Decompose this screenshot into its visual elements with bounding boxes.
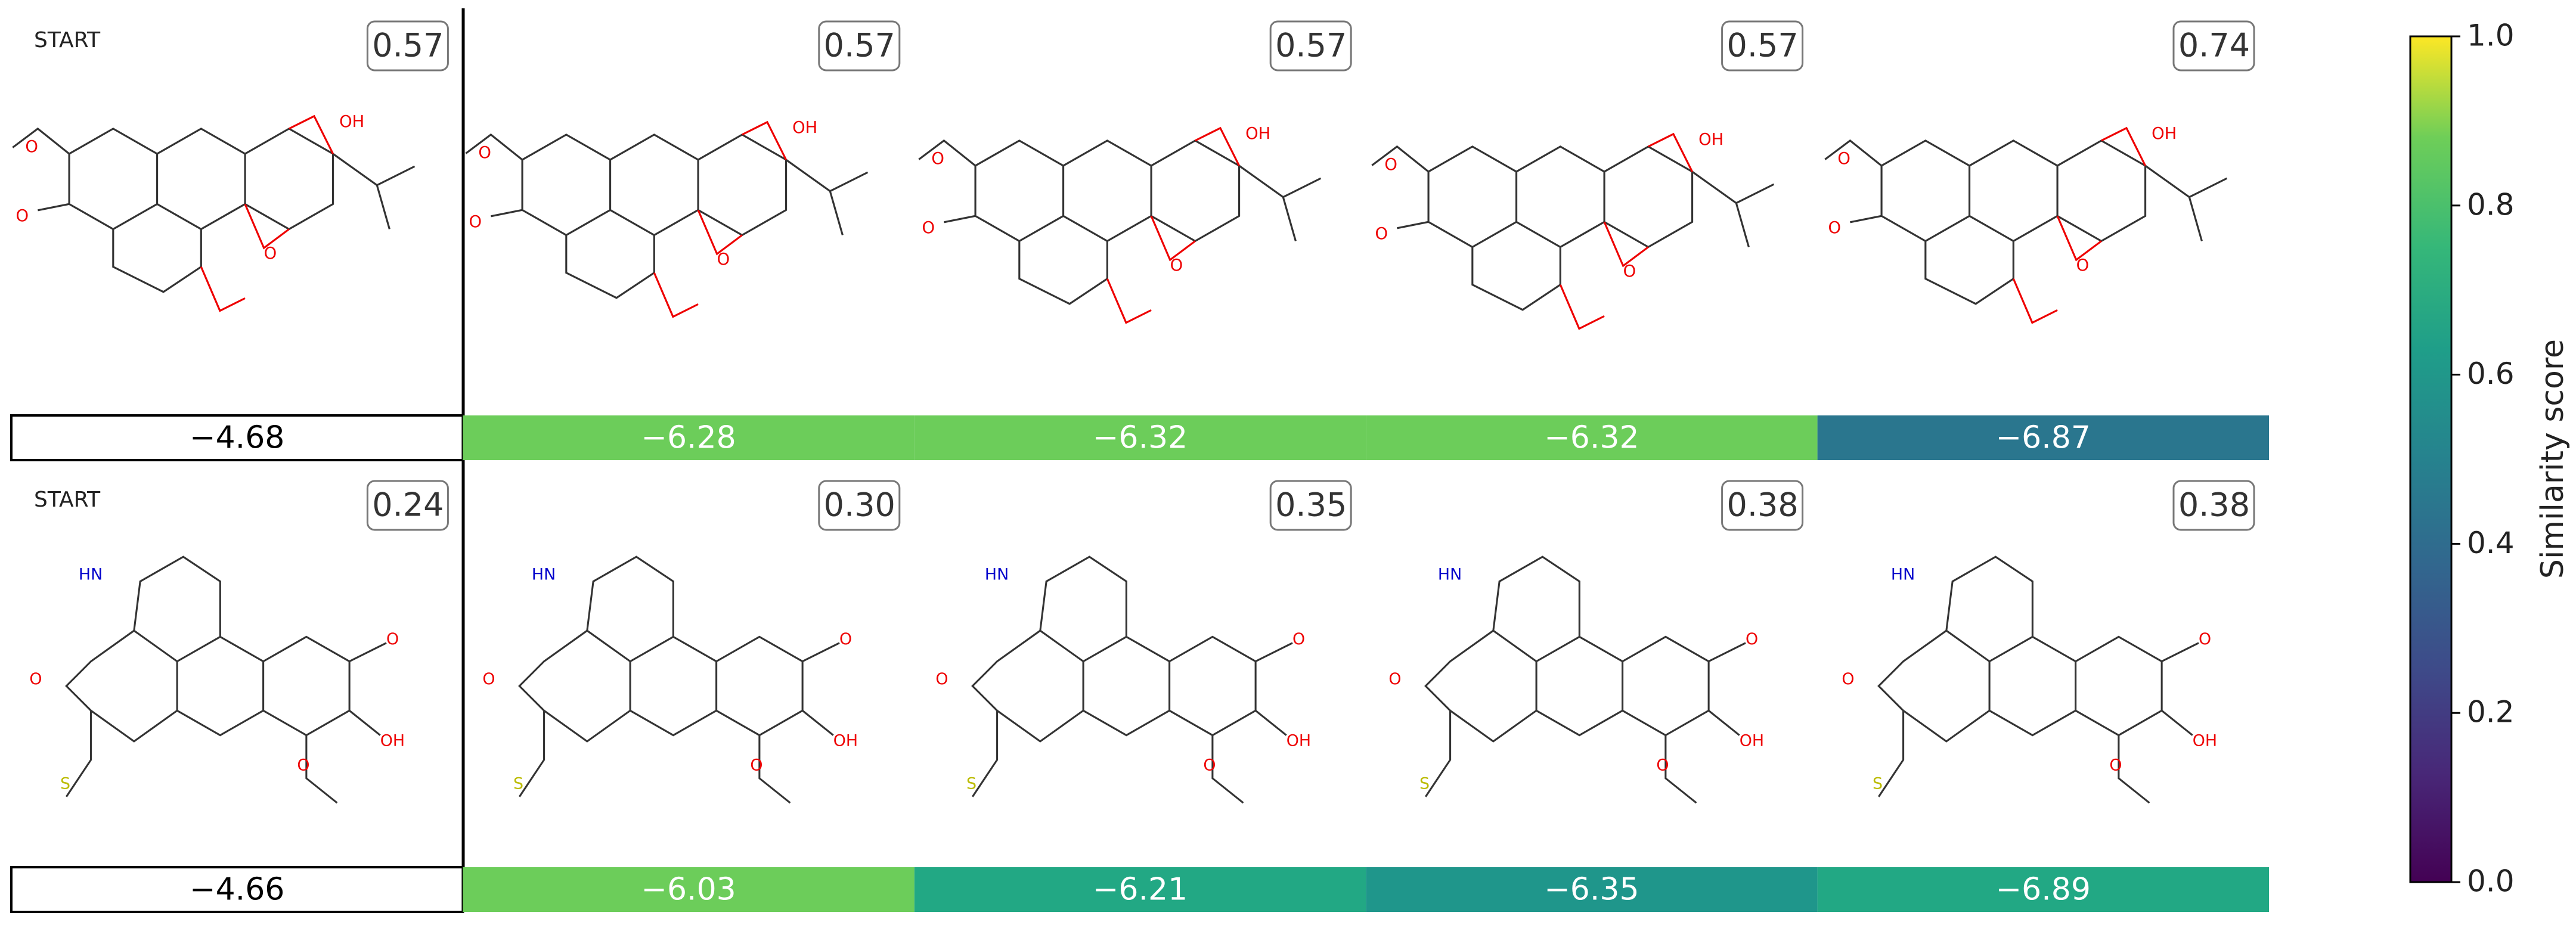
- similarity: 0.57: [372, 27, 444, 64]
- similarity-badge: [2172, 480, 2255, 531]
- score: −6.32: [1093, 420, 1188, 456]
- start-label: START: [34, 488, 101, 512]
- molecule: [1824, 123, 2228, 324]
- colorbar-tick-label: 0.2: [2467, 695, 2515, 730]
- similarity: 0.38: [1726, 486, 1798, 524]
- similarity-badge: [1269, 20, 1352, 72]
- score: −6.35: [1544, 872, 1639, 908]
- score: −4.66: [190, 872, 284, 908]
- molecule: [1371, 129, 1775, 330]
- similarity: 0.38: [2178, 486, 2250, 524]
- molecule: [1387, 555, 1765, 804]
- colorbar-label: Similarity score: [2535, 339, 2571, 579]
- score-box: [914, 415, 1366, 460]
- start-label: START: [34, 28, 101, 52]
- score: −6.21: [1093, 872, 1188, 908]
- similarity-badge: [1721, 20, 1804, 72]
- molecule: [28, 555, 406, 804]
- score: −6.89: [1996, 872, 2091, 908]
- molecule: [12, 111, 416, 312]
- score: −4.68: [190, 420, 284, 456]
- molecule: [465, 117, 869, 318]
- score-box: [10, 866, 464, 913]
- score-box: [914, 867, 1366, 912]
- colorbar-tick-label: 0.6: [2467, 356, 2515, 391]
- similarity-badge: [366, 20, 449, 72]
- molecule: [1840, 555, 2218, 804]
- colorbar-tick-label: 0.0: [2467, 864, 2515, 899]
- similarity: 0.57: [824, 27, 895, 64]
- similarity: 0.74: [2178, 27, 2250, 64]
- score: −6.03: [641, 872, 736, 908]
- score: −6.32: [1544, 420, 1639, 456]
- similarity: 0.57: [1726, 27, 1798, 64]
- molecule: [481, 555, 859, 804]
- colorbar: [2409, 35, 2453, 883]
- colorbar-tick-label: 0.8: [2467, 187, 2515, 222]
- similarity-badge: [1721, 480, 1804, 531]
- similarity: 0.30: [824, 486, 895, 524]
- molecule: [934, 555, 1312, 804]
- score-box: [1817, 415, 2269, 460]
- similarity-badge: [1269, 480, 1352, 531]
- score: −6.28: [641, 420, 736, 456]
- colorbar-tick-label: 1.0: [2467, 18, 2515, 53]
- similarity-badge: [2172, 20, 2255, 72]
- similarity-badge: [366, 480, 449, 531]
- similarity-badge: [818, 480, 901, 531]
- score-box: [463, 415, 915, 460]
- similarity: 0.57: [1275, 27, 1347, 64]
- score: −6.87: [1996, 420, 2091, 456]
- similarity: 0.24: [372, 486, 444, 524]
- score-box: [463, 867, 915, 912]
- score-box: [1366, 415, 1818, 460]
- score-box: [1366, 867, 1818, 912]
- similarity-badge: [818, 20, 901, 72]
- molecule: [918, 123, 1322, 324]
- similarity: 0.35: [1275, 486, 1347, 524]
- score-box: [1817, 867, 2269, 912]
- colorbar-tick-label: 0.4: [2467, 526, 2515, 560]
